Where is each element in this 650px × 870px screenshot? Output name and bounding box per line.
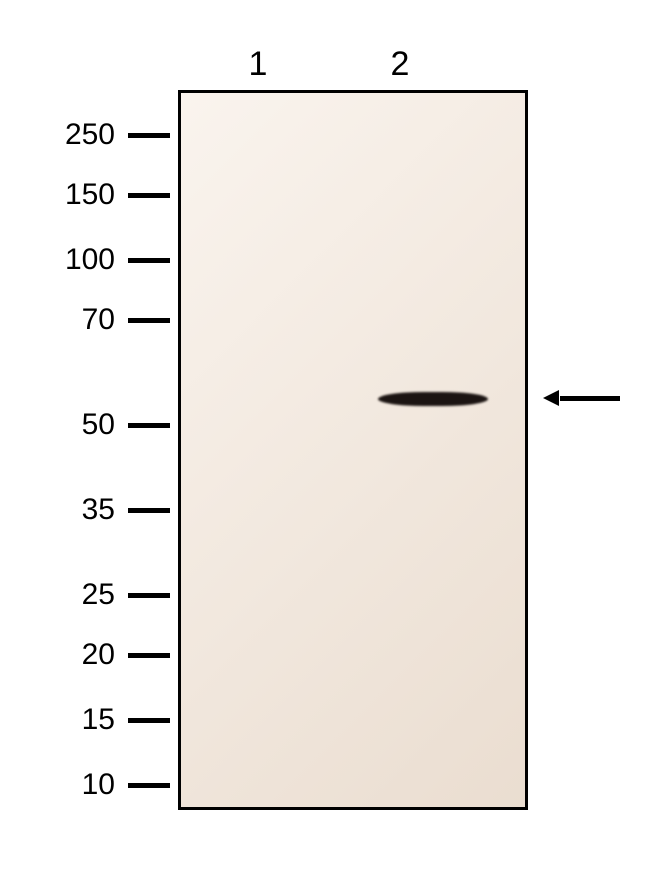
blot-border	[178, 90, 528, 810]
mw-label-35: 35	[0, 493, 115, 527]
mw-label-20: 20	[0, 638, 115, 672]
mw-tick-50	[128, 423, 170, 428]
blot-figure: 1 2 250 150 100 70 50 35 25 20 15 10	[0, 0, 650, 870]
mw-tick-100	[128, 258, 170, 263]
mw-tick-10	[128, 783, 170, 788]
band-arrow-line	[560, 396, 620, 401]
band-arrow-head	[543, 390, 559, 406]
mw-label-150: 150	[0, 178, 115, 212]
mw-tick-150	[128, 193, 170, 198]
mw-tick-15	[128, 718, 170, 723]
mw-label-25: 25	[0, 578, 115, 612]
lane-label-2: 2	[380, 45, 420, 84]
mw-tick-25	[128, 593, 170, 598]
mw-tick-250	[128, 133, 170, 138]
mw-tick-70	[128, 318, 170, 323]
mw-tick-35	[128, 508, 170, 513]
mw-label-70: 70	[0, 303, 115, 337]
mw-label-10: 10	[0, 768, 115, 802]
lane-label-1: 1	[238, 45, 278, 84]
mw-label-250: 250	[0, 118, 115, 152]
band-lane2	[378, 392, 488, 406]
mw-label-100: 100	[0, 243, 115, 277]
mw-label-15: 15	[0, 703, 115, 737]
mw-tick-20	[128, 653, 170, 658]
mw-label-50: 50	[0, 408, 115, 442]
